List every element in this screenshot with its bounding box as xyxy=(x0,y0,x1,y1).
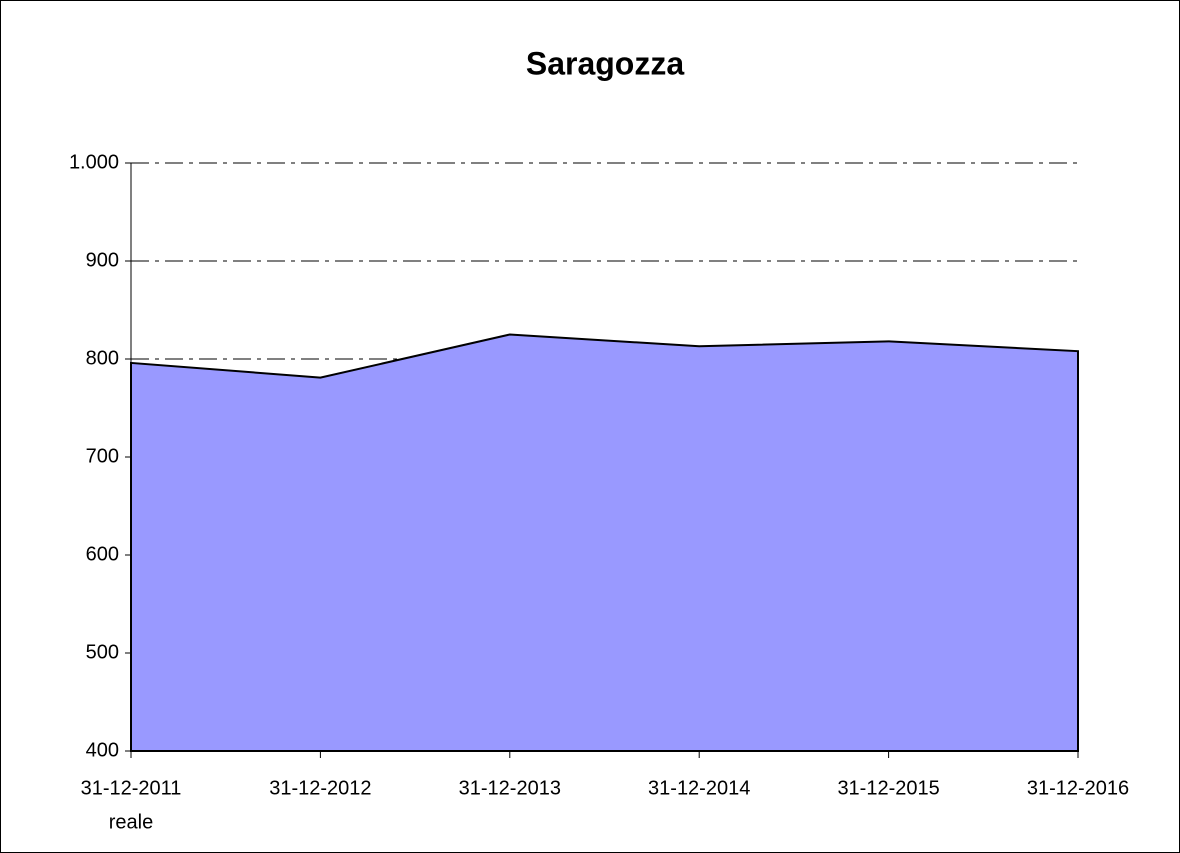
x-tick-label: 31-12-2011 xyxy=(81,777,182,799)
chart-title: Saragozza xyxy=(526,45,684,81)
y-tick-label: 600 xyxy=(86,543,119,565)
y-tick-label: 700 xyxy=(86,445,119,467)
x-tick-label: 31-12-2014 xyxy=(648,777,750,799)
x-tick-label: 31-12-2015 xyxy=(837,777,939,799)
x-tick-label: 31-12-2016 xyxy=(1027,777,1129,799)
legend-label: reale xyxy=(109,811,153,833)
area xyxy=(130,333,1079,752)
x-tick-label: 31-12-2013 xyxy=(459,777,561,799)
y-tick-label: 800 xyxy=(86,347,119,369)
y-tick-label: 900 xyxy=(86,249,119,271)
y-tick-label: 400 xyxy=(86,739,119,761)
x-tick-label: 31-12-2012 xyxy=(269,777,371,799)
y-tick-label: 500 xyxy=(86,641,119,663)
y-tick-label: 1.000 xyxy=(69,151,119,173)
